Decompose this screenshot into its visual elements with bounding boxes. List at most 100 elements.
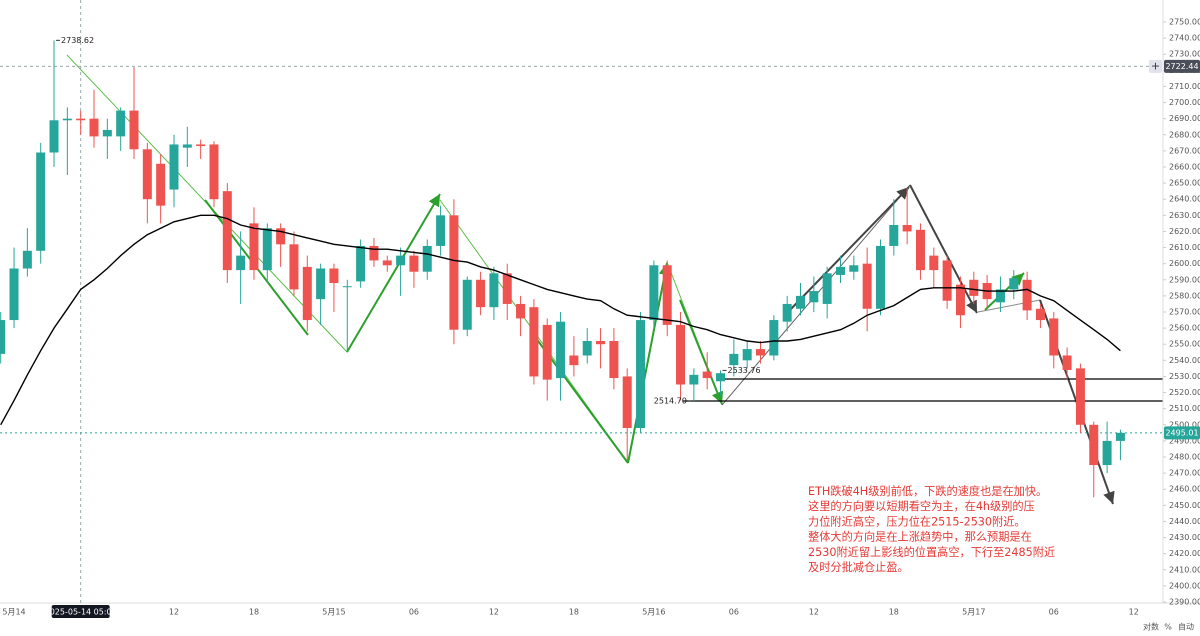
crosshair-price-tag-box — [1164, 59, 1200, 73]
annotation-text: 2530附近留上影线的位置高空，下行至2485附近 — [808, 545, 1055, 559]
candle-body — [462, 279, 472, 330]
x-tick-label: 12 — [169, 608, 179, 617]
candle-body — [342, 286, 352, 288]
y-tick-label: 2660.00 — [1169, 163, 1200, 172]
candle-body — [596, 341, 606, 345]
y-tick-label: 2690.00 — [1169, 114, 1200, 123]
candle-body — [1102, 440, 1112, 466]
candle-body — [22, 250, 32, 269]
y-tick-label: 2500.00 — [1169, 420, 1200, 429]
y-tick-label: 2510.00 — [1169, 404, 1200, 413]
candle-body — [569, 355, 579, 366]
y-tick-label: 2550.00 — [1169, 340, 1200, 349]
candle-body — [516, 303, 526, 319]
y-tick-label: 2620.00 — [1169, 227, 1200, 236]
scale-button[interactable]: 自动 — [1178, 622, 1194, 632]
x-tick-label: 06 — [729, 608, 739, 617]
candle-body — [809, 291, 819, 303]
y-tick-label: 2570.00 — [1169, 308, 1200, 317]
candle-body — [1022, 279, 1032, 311]
candle-body — [862, 263, 872, 309]
candle-body — [9, 268, 19, 321]
y-tick-label: 2480.00 — [1169, 453, 1200, 462]
x-tick-label: 5月16 — [642, 608, 665, 617]
candle-body — [1049, 318, 1059, 356]
candle-body — [942, 260, 952, 301]
candle-body — [302, 266, 312, 321]
y-tick-label: 2530.00 — [1169, 372, 1200, 381]
crosshair-plus: + — [1151, 59, 1160, 72]
candle-body — [289, 244, 299, 290]
y-tick-label: 2700.00 — [1169, 98, 1200, 107]
annotation-text: 及时分批减仓止盈。 — [808, 560, 909, 574]
trend-line — [789, 186, 910, 311]
candle-body — [182, 144, 192, 148]
candle-body — [249, 223, 259, 271]
candle-body — [409, 255, 419, 272]
x-tick-label: 5月17 — [962, 608, 985, 617]
y-tick-label: 2580.00 — [1169, 291, 1200, 300]
candle-body — [529, 307, 539, 377]
y-tick-label: 2600.00 — [1169, 259, 1200, 268]
y-tick-label: 2590.00 — [1169, 275, 1200, 284]
y-tick-label: 2680.00 — [1169, 130, 1200, 139]
y-tick-label: 2400.00 — [1169, 581, 1200, 590]
y-tick-label: 2390.00 — [1169, 598, 1200, 607]
trend-line — [679, 299, 724, 405]
scale-button[interactable]: % — [1164, 623, 1172, 632]
y-tick-label: 2420.00 — [1169, 549, 1200, 558]
candle-body — [102, 129, 112, 137]
y-tick-label: 2520.00 — [1169, 388, 1200, 397]
candle-body — [129, 110, 139, 150]
y-tick-label: 2670.00 — [1169, 146, 1200, 155]
crosshair-time-label: 2025-05-14 05:00 — [45, 608, 117, 617]
candle-body — [276, 228, 286, 245]
candle-body — [796, 295, 805, 309]
annotation-text: ETH跌破4H级别前低，下跌的速度也是在加快。 — [808, 484, 1047, 498]
candle-body — [689, 374, 699, 385]
crosshair-plus-box — [1149, 59, 1162, 73]
candle-body — [756, 349, 766, 356]
x-tick-label: 5月15 — [322, 608, 345, 617]
candle-body — [62, 118, 72, 121]
candle-body — [769, 320, 779, 356]
x-tick-label: 18 — [569, 608, 579, 617]
candle-body — [502, 273, 512, 304]
candle-body — [582, 341, 592, 356]
candle-body — [849, 265, 859, 272]
last-price-tag: 2495.01 — [1165, 428, 1198, 437]
candle-body — [915, 229, 925, 271]
trend-line — [346, 193, 441, 353]
candle-body — [1009, 278, 1019, 290]
y-tick-label: 2430.00 — [1169, 533, 1200, 542]
candle-body — [622, 376, 632, 428]
candle-body — [875, 245, 885, 309]
annotation-text: 这里的方向要以短期看空为主，在4h级别的压 — [808, 499, 1035, 513]
x-tick-label: 06 — [1049, 608, 1059, 617]
candle-body — [609, 341, 619, 379]
x-tick-label: 18 — [249, 608, 259, 617]
candle-body — [89, 118, 99, 137]
candle-body — [436, 215, 446, 246]
y-tick-label: 2440.00 — [1169, 517, 1200, 526]
candle-body — [316, 268, 326, 300]
candle-body — [955, 284, 965, 316]
y-tick-label: 2540.00 — [1169, 356, 1200, 365]
trend-line — [909, 184, 978, 314]
candle-body — [36, 152, 46, 251]
candle-body — [369, 245, 379, 261]
candle-body — [889, 225, 899, 246]
annotation-text: 力位附近高空，压力位在2515-2530附近。 — [808, 514, 1026, 528]
scale-button[interactable]: 对数 — [1143, 622, 1159, 632]
candle-body — [995, 289, 1005, 303]
candle-body — [449, 215, 459, 330]
candle-body — [636, 320, 646, 428]
candle-body — [729, 353, 739, 366]
x-tick-label: 12 — [489, 608, 499, 617]
candle-body — [835, 266, 845, 275]
candle-body — [209, 144, 219, 200]
y-tick-label: 2640.00 — [1169, 195, 1200, 204]
x-tick-label: 12 — [1129, 608, 1139, 617]
candle-body — [169, 144, 179, 190]
